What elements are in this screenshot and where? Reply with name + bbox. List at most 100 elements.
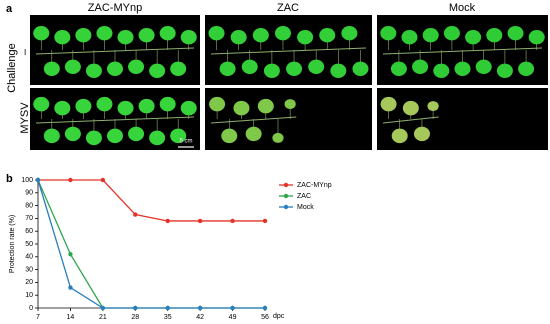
leaf bbox=[433, 63, 450, 78]
leaf bbox=[221, 128, 238, 144]
point bbox=[262, 305, 268, 311]
leaf bbox=[107, 128, 123, 144]
leaf bbox=[96, 96, 113, 112]
leaf bbox=[138, 28, 155, 43]
column-header: ZAC bbox=[277, 2, 299, 14]
leaf bbox=[96, 26, 113, 41]
leaf bbox=[319, 28, 336, 43]
leaf bbox=[64, 59, 81, 74]
point bbox=[165, 305, 170, 311]
point bbox=[68, 177, 73, 183]
leaf bbox=[180, 100, 197, 116]
leaf bbox=[454, 61, 471, 76]
y-tick-label: 30 bbox=[25, 266, 33, 273]
leaf bbox=[507, 26, 524, 41]
leaf bbox=[402, 100, 419, 116]
legend-marker bbox=[283, 193, 289, 199]
row-label: MYSV bbox=[19, 102, 31, 134]
leaf bbox=[272, 132, 284, 143]
legend-marker bbox=[283, 204, 289, 210]
y-tick-label: 50 bbox=[25, 241, 33, 248]
x-tick-label: 35 bbox=[164, 314, 172, 321]
leaf bbox=[54, 30, 71, 45]
legend-label: ZAC-MYnp bbox=[297, 182, 332, 189]
series-line bbox=[38, 179, 265, 222]
leaf bbox=[401, 30, 418, 45]
leaf bbox=[496, 63, 513, 78]
leaf bbox=[219, 61, 236, 76]
leaf bbox=[286, 61, 303, 76]
leaf bbox=[465, 30, 482, 45]
column-header: Mock bbox=[449, 2, 476, 14]
y-tick-label: 60 bbox=[25, 228, 33, 235]
legend-marker bbox=[283, 182, 289, 188]
leaf bbox=[413, 126, 430, 142]
leaf bbox=[54, 100, 71, 116]
leaf bbox=[252, 28, 269, 43]
legend-label: ZAC bbox=[297, 193, 311, 200]
photos bbox=[30, 15, 548, 150]
leaf bbox=[528, 30, 545, 45]
leaf bbox=[391, 128, 408, 144]
chart: 0 10 20 30 40 50 60 70 80 90 100 7 14 21 28 35 42 49 56 ZAC… bbox=[21, 177, 331, 321]
x-tick-label: 28 bbox=[131, 314, 139, 321]
x-tick-label: 21 bbox=[99, 314, 107, 321]
panel-label: b bbox=[6, 173, 13, 185]
leaf bbox=[117, 100, 134, 116]
leaf bbox=[75, 98, 92, 114]
point bbox=[68, 252, 73, 257]
leaf bbox=[230, 30, 247, 45]
leaf bbox=[107, 61, 123, 76]
point bbox=[35, 177, 41, 183]
y-tick-label: 40 bbox=[25, 254, 33, 261]
column-header: ZAC-MYnp bbox=[88, 2, 142, 14]
stem bbox=[382, 116, 439, 124]
leaf bbox=[159, 26, 176, 41]
leaf bbox=[274, 26, 291, 41]
leaf bbox=[138, 98, 155, 114]
leaf bbox=[170, 61, 187, 76]
x-axis-title: dpc bbox=[273, 313, 285, 320]
leaf bbox=[380, 26, 397, 41]
leaf bbox=[263, 63, 280, 78]
x-tick-label: 42 bbox=[196, 314, 204, 321]
leaf bbox=[297, 30, 314, 45]
leaf bbox=[427, 101, 439, 112]
point bbox=[262, 218, 268, 224]
stem bbox=[210, 47, 367, 55]
x-tick-label: 14 bbox=[67, 314, 75, 321]
leaf bbox=[208, 26, 225, 41]
leaf bbox=[117, 30, 134, 45]
y-tick-label: 0 bbox=[29, 305, 33, 312]
leaf bbox=[33, 96, 50, 112]
leaf bbox=[341, 26, 358, 41]
panel-label: a bbox=[6, 3, 13, 15]
leaf bbox=[390, 61, 407, 76]
point bbox=[230, 305, 235, 311]
y-tick-label: 20 bbox=[25, 279, 33, 286]
leaf bbox=[257, 98, 274, 114]
y-axis-title: Protection rate (%) bbox=[9, 215, 16, 273]
point bbox=[100, 177, 106, 183]
leaf bbox=[170, 128, 187, 144]
y-tick-label: 100 bbox=[21, 177, 33, 184]
leaf bbox=[43, 128, 60, 144]
leaf bbox=[149, 130, 166, 146]
leaf bbox=[159, 96, 176, 112]
x-tick-label: 7 bbox=[36, 314, 40, 321]
leaf bbox=[486, 28, 503, 43]
leaf bbox=[128, 126, 145, 142]
leaf bbox=[209, 96, 226, 112]
leaf bbox=[284, 99, 296, 110]
legend-label: Mock bbox=[297, 204, 314, 211]
y-tick-label: 90 bbox=[25, 190, 33, 197]
y-tick-label: 80 bbox=[25, 202, 33, 209]
leaf bbox=[85, 63, 102, 78]
y-tick-label: 10 bbox=[25, 292, 33, 299]
row-label: – bbox=[19, 48, 31, 55]
x-tick-label: 56 bbox=[261, 314, 269, 321]
leaf bbox=[233, 100, 250, 116]
series-line bbox=[37, 179, 265, 309]
